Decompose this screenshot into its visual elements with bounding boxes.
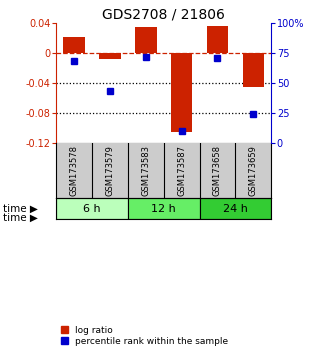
Bar (128, 198, 200, 219)
Bar (243, 53, 264, 87)
Text: GSM173578: GSM173578 (70, 145, 79, 196)
Text: 12 h: 12 h (151, 204, 176, 213)
Text: GSM173659: GSM173659 (249, 145, 258, 196)
Title: GDS2708 / 21806: GDS2708 / 21806 (102, 8, 225, 22)
Text: GSM173587: GSM173587 (177, 145, 186, 196)
Bar (200, 198, 271, 219)
Bar (207, 26, 228, 53)
Text: time ▶: time ▶ (3, 213, 38, 223)
Text: GSM173583: GSM173583 (141, 145, 150, 196)
Text: time ▶: time ▶ (3, 204, 38, 213)
Legend: log ratio, percentile rank within the sample: log ratio, percentile rank within the sa… (61, 326, 228, 346)
Bar (135, 27, 157, 53)
Text: GSM173579: GSM173579 (105, 145, 115, 196)
Bar (56, 198, 128, 219)
Bar (63, 36, 85, 53)
Text: GSM173658: GSM173658 (213, 145, 222, 196)
Text: 6 h: 6 h (83, 204, 101, 213)
Bar (99, 53, 121, 59)
Bar (171, 53, 192, 132)
Text: 24 h: 24 h (223, 204, 248, 213)
